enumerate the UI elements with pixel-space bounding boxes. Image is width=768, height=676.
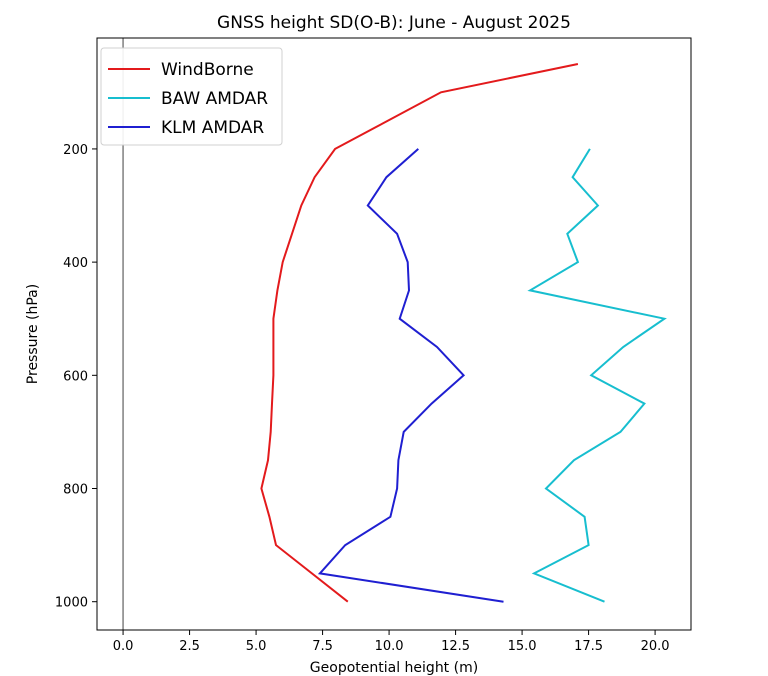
plot-area: 0.0 2.5 5.0 7.5 10.0 12.5 15.0 17.5 20.0 200 400 60… [55,37,692,654]
x-tick-label: 10.0 [375,639,404,654]
legend-label: KLM AMDAR [161,118,264,138]
x-tick-label: 7.5 [312,639,333,654]
series-line-klm-amdar [317,148,504,603]
chart-title: GNSS height SD(O-B): June - August 2025 [217,13,571,33]
x-tick-label: 2.5 [179,639,200,654]
legend-label: WindBorne [161,60,254,80]
x-tick-label: 5.0 [246,639,267,654]
y-tick-label: 600 [63,369,88,384]
y-axis-label: Pressure (hPa) [25,284,41,384]
y-tick-label: 1000 [55,596,88,611]
y-tick-label: 200 [63,143,88,158]
legend: WindBorne BAW AMDAR KLM AMDAR [100,47,283,146]
legend-label: BAW AMDAR [161,89,268,109]
x-tick-label: 12.5 [441,639,470,654]
series-line-baw-amdar [527,148,667,603]
series-line-windborne [260,63,579,603]
x-tick-label: 20.0 [641,639,670,654]
x-tick-label: 0.0 [113,639,134,654]
plot-frame [96,37,692,631]
x-axis-label: Geopotential height (m) [310,660,478,676]
y-tick-label: 800 [63,483,88,498]
legend-box [100,47,283,146]
y-tick-label: 400 [63,256,88,271]
x-tick-label: 15.0 [508,639,537,654]
x-tick-label: 17.5 [574,639,603,654]
